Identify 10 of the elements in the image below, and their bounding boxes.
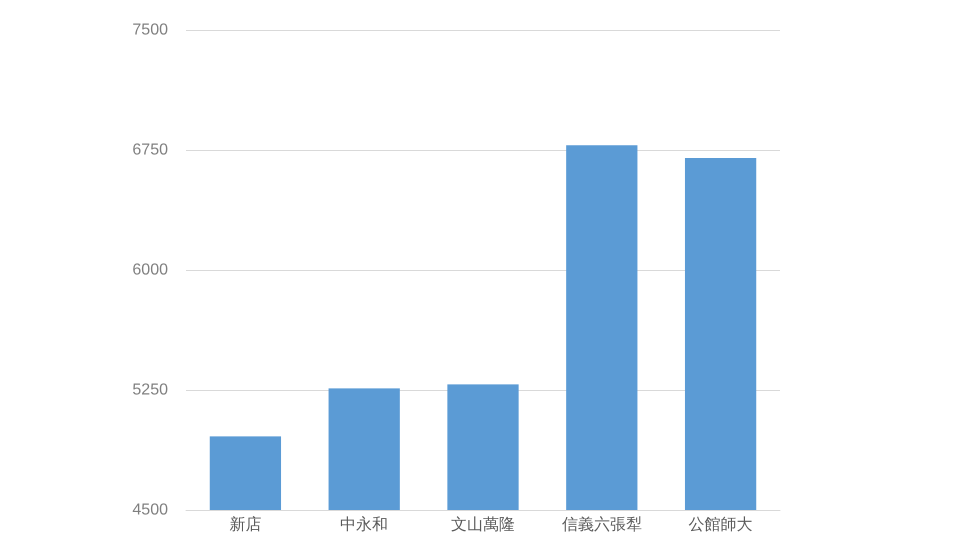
y-tick-label: 6000	[132, 262, 168, 278]
y-tick-label: 6750	[132, 142, 168, 158]
y-tick-label: 7500	[132, 22, 168, 38]
y-tick-label: 4500	[132, 502, 168, 518]
x-tick-label: 信義六張犁	[562, 514, 642, 534]
x-tick-label: 中永和	[340, 514, 388, 534]
x-tick-label: 文山萬隆	[451, 514, 515, 534]
x-tick-label: 公館師大	[688, 514, 753, 534]
x-tick-label: 新店	[229, 514, 262, 534]
y-tick-label: 5250	[132, 382, 168, 398]
